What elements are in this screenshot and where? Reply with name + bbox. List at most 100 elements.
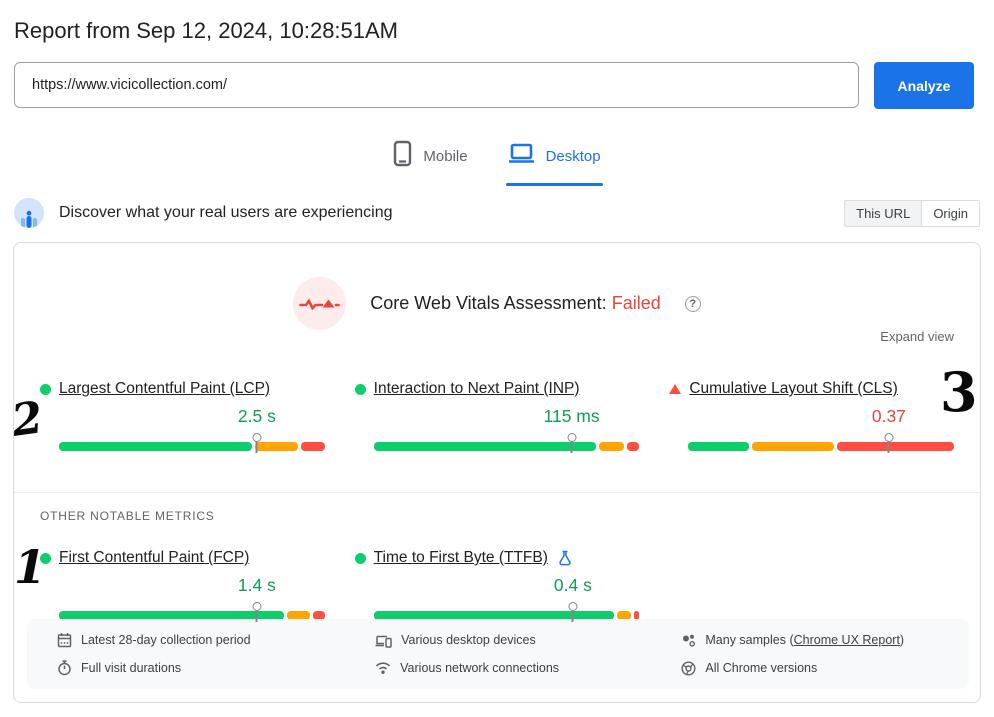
- samples-dots-icon: [683, 634, 696, 647]
- bar-segment-needs_improvement: [616, 611, 632, 620]
- chrome-ux-report-link[interactable]: Chrome UX Report: [793, 633, 900, 647]
- assessment-title: Core Web Vitals Assessment: Failed: [370, 293, 660, 314]
- tab-desktop-label: Desktop: [545, 147, 601, 165]
- tab-mobile-label: Mobile: [423, 147, 468, 165]
- samples-label-prefix: Many samples (: [705, 633, 794, 647]
- other-metrics-label: OTHER NOTABLE METRICS: [40, 509, 215, 523]
- metric-ttfb-chart: 0.4 s: [373, 573, 640, 631]
- core-web-vitals-card: Core Web Vitals Assessment: Failed ? Exp…: [13, 242, 981, 703]
- url-input[interactable]: [14, 62, 859, 108]
- collection-period-item: Latest 28-day collection period: [57, 632, 375, 648]
- devices-icon: [375, 635, 392, 648]
- collection-info-footer: Latest 28-day collection period Full vis…: [27, 619, 969, 689]
- samples-label-suffix: ): [899, 633, 905, 647]
- real-users-icon: [14, 198, 44, 228]
- scope-this-url-button[interactable]: This URL: [845, 200, 923, 226]
- good-status-dot-icon: [354, 383, 366, 395]
- metric-cls-value: 0.37: [871, 406, 906, 426]
- metric-lcp-link[interactable]: Largest Contentful Paint (LCP): [59, 380, 271, 397]
- scope-origin-button[interactable]: Origin: [922, 200, 979, 226]
- desktop-devices-label: Various desktop devices: [401, 633, 536, 647]
- good-status-dot-icon: [354, 552, 366, 564]
- bar-segment-needs_improvement: [287, 611, 310, 620]
- network-wifi-icon: [376, 662, 391, 674]
- p75-marker: [252, 602, 262, 611]
- distribution-bar: [373, 433, 640, 451]
- metric-ttfb: Time to First Byte (TTFB) 0.4 s: [354, 549, 640, 631]
- metric-lcp-chart: 2.5 s: [59, 404, 325, 462]
- other-metrics-row: First Contentful Paint (FCP) 1.4 s Time …: [40, 549, 954, 631]
- bar-segment-poor: [312, 611, 325, 620]
- metric-inp: Interaction to Next Paint (INP) 115 ms: [354, 380, 640, 462]
- bar-segment-good: [373, 442, 597, 451]
- bar-segment-needs_improvement: [752, 442, 835, 451]
- metric-inp-link[interactable]: Interaction to Next Paint (INP): [373, 380, 580, 397]
- distribution-bar: [59, 433, 325, 451]
- visit-durations-item: Full visit durations: [57, 660, 375, 676]
- good-status-dot-icon: [40, 383, 51, 395]
- metric-cls: Cumulative Layout Shift (CLS) 0.37: [669, 380, 954, 462]
- samples-item: Many samples (Chrome UX Report): [681, 632, 949, 648]
- vitals-waveform-icon: [293, 277, 347, 330]
- core-metrics-row: Largest Contentful Paint (LCP) 2.5 s Int…: [40, 380, 954, 462]
- chrome-versions-label: All Chrome versions: [705, 661, 818, 675]
- desktop-monitor-icon: [508, 142, 535, 171]
- bar-segment-poor: [837, 442, 954, 451]
- section-divider: [14, 492, 980, 493]
- distribution-bar: [373, 602, 640, 620]
- bar-segment-good: [373, 611, 614, 620]
- metric-inp-chart: 115 ms: [373, 404, 640, 462]
- assessment-header: Core Web Vitals Assessment: Failed ?: [14, 277, 980, 330]
- poor-status-triangle-icon: [669, 384, 682, 394]
- bar-segment-good: [59, 442, 253, 451]
- samples-label: Many samples (Chrome UX Report): [705, 633, 904, 647]
- stopwatch-icon: [58, 660, 71, 676]
- experimental-flask-icon: [558, 550, 572, 566]
- metric-lcp-value: 2.5 s: [237, 406, 276, 426]
- tab-desktop[interactable]: Desktop: [505, 134, 603, 186]
- network-connections-label: Various network connections: [400, 661, 560, 675]
- bar-segment-needs_improvement: [599, 442, 625, 451]
- assessment-status: Failed: [611, 293, 661, 313]
- p75-marker: [884, 433, 894, 442]
- desktop-devices-item: Various desktop devices: [375, 632, 681, 648]
- metric-fcp-chart: 1.4 s: [59, 573, 325, 631]
- assessment-title-text: Core Web Vitals Assessment:: [370, 293, 607, 313]
- metric-ttfb-value: 0.4 s: [553, 575, 592, 595]
- field-data-header: Discover what your real users are experi…: [14, 198, 980, 228]
- help-icon[interactable]: ?: [684, 295, 701, 312]
- visit-durations-label: Full visit durations: [81, 661, 182, 675]
- mobile-phone-icon: [393, 140, 412, 172]
- page-title: Report from Sep 12, 2024, 10:28:51AM: [14, 18, 399, 43]
- bar-segment-poor: [300, 442, 325, 451]
- metric-inp-value: 115 ms: [543, 406, 600, 426]
- metric-cls-link[interactable]: Cumulative Layout Shift (CLS): [689, 380, 898, 397]
- bar-segment-poor: [634, 611, 640, 620]
- metric-cls-chart: 0.37: [688, 404, 954, 462]
- p75-marker: [567, 433, 577, 442]
- calendar-icon: [57, 633, 72, 648]
- tab-mobile[interactable]: Mobile: [391, 134, 469, 186]
- distribution-bar: [688, 433, 954, 451]
- metric-lcp: Largest Contentful Paint (LCP) 2.5 s: [40, 380, 325, 462]
- network-connections-item: Various network connections: [375, 660, 681, 676]
- distribution-bar: [59, 602, 325, 620]
- bar-segment-good: [59, 611, 285, 620]
- bar-segment-needs_improvement: [255, 442, 298, 451]
- metric-fcp-value: 1.4 s: [237, 575, 276, 595]
- p75-marker: [252, 433, 262, 442]
- chrome-icon: [681, 660, 696, 676]
- field-data-title: Discover what your real users are experi…: [59, 204, 393, 221]
- analyze-button[interactable]: Analyze: [874, 62, 974, 109]
- bar-segment-good: [688, 442, 750, 451]
- p75-marker: [568, 602, 578, 611]
- metric-fcp-link[interactable]: First Contentful Paint (FCP): [59, 549, 250, 566]
- scope-toggle: This URL Origin: [844, 199, 980, 227]
- metric-ttfb-link[interactable]: Time to First Byte (TTFB): [373, 549, 548, 566]
- url-bar: Analyze: [14, 62, 974, 109]
- metric-fcp: First Contentful Paint (FCP) 1.4 s: [40, 549, 325, 631]
- device-tabs: Mobile Desktop: [0, 134, 994, 186]
- good-status-dot-icon: [40, 552, 51, 564]
- expand-view-link[interactable]: Expand view: [880, 329, 954, 344]
